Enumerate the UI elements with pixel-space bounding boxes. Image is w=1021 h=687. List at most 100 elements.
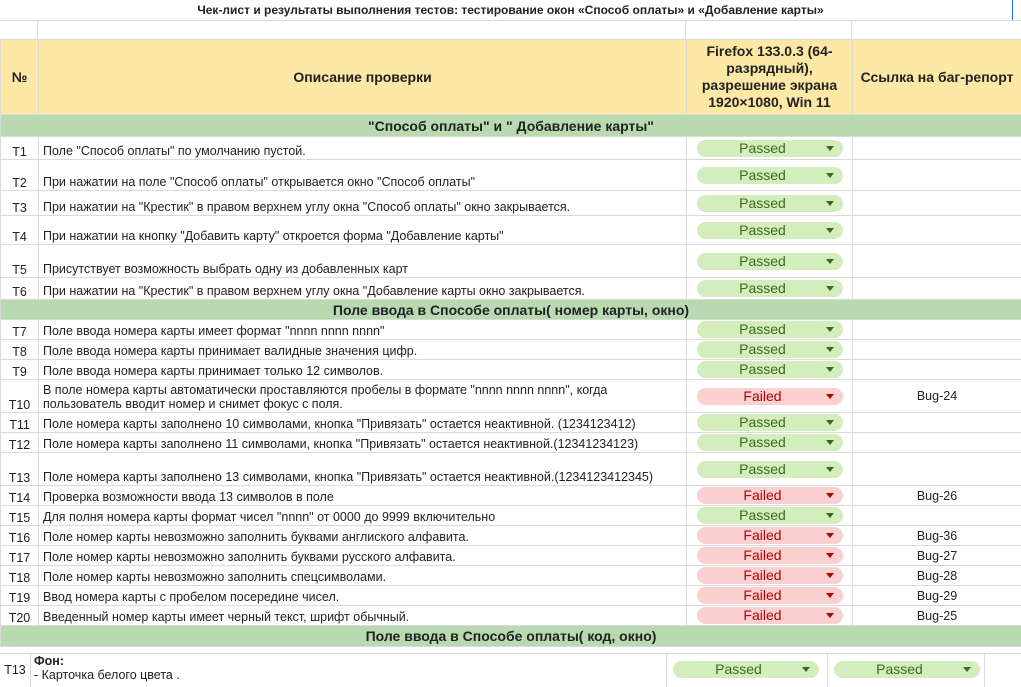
row-description[interactable]: Поле номер карты невозможно заполнить сп…: [39, 566, 687, 586]
row-description[interactable]: Поле ввода номера карты принимает валидн…: [39, 340, 687, 360]
row-description[interactable]: При нажатии на кнопку "Добавить карту" о…: [39, 216, 687, 245]
row-id[interactable]: T6: [1, 278, 39, 300]
status-cell[interactable]: Passed: [687, 278, 853, 300]
status-dropdown[interactable]: Passed: [697, 434, 843, 451]
row-description[interactable]: Поле "Способ оплаты" по умолчанию пустой…: [39, 137, 687, 160]
status-dropdown[interactable]: Passed: [697, 507, 843, 524]
status-cell[interactable]: Failed: [687, 586, 853, 606]
status-cell[interactable]: Passed: [687, 413, 853, 433]
status-cell[interactable]: Failed: [687, 380, 853, 413]
status-dropdown[interactable]: Passed: [697, 195, 843, 212]
row-description[interactable]: Присутствует возможность выбрать одну из…: [39, 245, 687, 278]
status-dropdown[interactable]: Passed: [834, 661, 980, 678]
row-id[interactable]: T4: [1, 216, 39, 245]
row-id[interactable]: T9: [1, 360, 39, 380]
status-dropdown[interactable]: Failed: [697, 487, 843, 504]
status-cell[interactable]: Failed: [687, 566, 853, 586]
bug-link[interactable]: [853, 245, 1021, 278]
bug-link[interactable]: [853, 137, 1021, 160]
row-id[interactable]: T20: [1, 606, 39, 626]
row-id[interactable]: T19: [1, 586, 39, 606]
bug-link[interactable]: [853, 453, 1021, 486]
row-description[interactable]: Поле номера карты заполнено 11 символами…: [39, 433, 687, 453]
status-dropdown[interactable]: Passed: [697, 167, 843, 184]
row-description[interactable]: Поле ввода номера карты имеет формат "nn…: [39, 320, 687, 340]
bug-link[interactable]: [853, 340, 1021, 360]
row-description[interactable]: Для полня номера карты формат чисел "nnn…: [39, 506, 687, 526]
row-description[interactable]: Поле ввода номера карты принимает только…: [39, 360, 687, 380]
bug-link[interactable]: Bug-26: [853, 486, 1021, 506]
row-id[interactable]: T5: [1, 245, 39, 278]
status-cell[interactable]: Passed: [829, 654, 985, 687]
status-cell[interactable]: Passed: [687, 216, 853, 245]
status-dropdown[interactable]: Failed: [697, 547, 843, 564]
section-title[interactable]: "Способ оплаты" и " Добавление карты": [1, 115, 1021, 137]
section-title[interactable]: Поле ввода в Способе оплаты( номер карты…: [1, 300, 1021, 320]
status-dropdown[interactable]: Passed: [697, 461, 843, 478]
bug-link[interactable]: [853, 413, 1021, 433]
row-description[interactable]: При нажатии на "Крестик" в правом верхне…: [39, 191, 687, 216]
status-cell[interactable]: Failed: [687, 546, 853, 566]
status-dropdown[interactable]: Failed: [697, 607, 843, 624]
row-description[interactable]: В поле номера карты автоматически проста…: [39, 380, 687, 413]
status-dropdown[interactable]: Failed: [697, 587, 843, 604]
status-cell[interactable]: Passed: [687, 360, 853, 380]
status-cell[interactable]: Passed: [664, 654, 828, 687]
status-dropdown[interactable]: Failed: [697, 567, 843, 584]
row-id[interactable]: T14: [1, 486, 39, 506]
row-id[interactable]: T17: [1, 546, 39, 566]
header-num[interactable]: №: [1, 40, 39, 115]
row-description[interactable]: Введенный номер карты имеет черный текст…: [39, 606, 687, 626]
row-id[interactable]: T1: [1, 137, 39, 160]
status-dropdown[interactable]: Passed: [697, 341, 843, 358]
status-dropdown[interactable]: Passed: [673, 661, 819, 678]
row-description[interactable]: Поле номер карты невозможно заполнить бу…: [39, 526, 687, 546]
row-id[interactable]: T8: [1, 340, 39, 360]
bug-link[interactable]: Bug-28: [853, 566, 1021, 586]
status-cell[interactable]: Passed: [687, 453, 853, 486]
row-id[interactable]: T13: [0, 654, 31, 687]
section-title[interactable]: Поле ввода в Способе оплаты( код, окно): [1, 626, 1021, 647]
bug-link[interactable]: [853, 433, 1021, 453]
row-id[interactable]: T7: [1, 320, 39, 340]
bug-link[interactable]: [853, 160, 1021, 191]
row-description[interactable]: Поле номера карты заполнено 13 символами…: [39, 453, 687, 486]
status-cell[interactable]: Failed: [687, 526, 853, 546]
status-cell[interactable]: Passed: [687, 320, 853, 340]
empty-cell[interactable]: [0, 21, 38, 39]
row-description[interactable]: Поле номера карты заполнено 10 символами…: [39, 413, 687, 433]
status-dropdown[interactable]: Passed: [697, 321, 843, 338]
bug-link[interactable]: Bug-24: [853, 380, 1021, 413]
bug-link[interactable]: [853, 506, 1021, 526]
bug-link[interactable]: Bug-29: [853, 586, 1021, 606]
row-id[interactable]: T18: [1, 566, 39, 586]
row-description[interactable]: При нажатии на поле "Способ оплаты" откр…: [39, 160, 687, 191]
status-dropdown[interactable]: Passed: [697, 222, 843, 239]
row-description[interactable]: Проверка возможности ввода 13 символов в…: [39, 486, 687, 506]
status-cell[interactable]: Passed: [687, 245, 853, 278]
bug-link[interactable]: [853, 216, 1021, 245]
row-id[interactable]: T15: [1, 506, 39, 526]
empty-cell[interactable]: [686, 21, 852, 39]
row-description[interactable]: Поле номер карты невозможно заполнить бу…: [39, 546, 687, 566]
status-dropdown[interactable]: Passed: [697, 280, 843, 297]
status-cell[interactable]: Passed: [687, 160, 853, 191]
status-cell[interactable]: Passed: [687, 191, 853, 216]
row-id[interactable]: T2: [1, 160, 39, 191]
row-description[interactable]: При нажатии на "Крестик" в правом верхне…: [39, 278, 687, 300]
status-cell[interactable]: Passed: [687, 433, 853, 453]
row-id[interactable]: T16: [1, 526, 39, 546]
bug-link[interactable]: [853, 191, 1021, 216]
status-dropdown[interactable]: Failed: [697, 388, 843, 405]
bug-link[interactable]: Bug-36: [853, 526, 1021, 546]
row-description[interactable]: Фон: - Карточка белого цвета .: [31, 654, 667, 687]
status-dropdown[interactable]: Passed: [697, 361, 843, 378]
row-id[interactable]: T13: [1, 453, 39, 486]
row-id[interactable]: T12: [1, 433, 39, 453]
status-dropdown[interactable]: Passed: [697, 140, 843, 157]
bug-link[interactable]: Bug-27: [853, 546, 1021, 566]
bug-link[interactable]: [853, 360, 1021, 380]
bug-link[interactable]: Bug-25: [853, 606, 1021, 626]
row-id[interactable]: T11: [1, 413, 39, 433]
header-description[interactable]: Описание проверки: [39, 40, 687, 115]
